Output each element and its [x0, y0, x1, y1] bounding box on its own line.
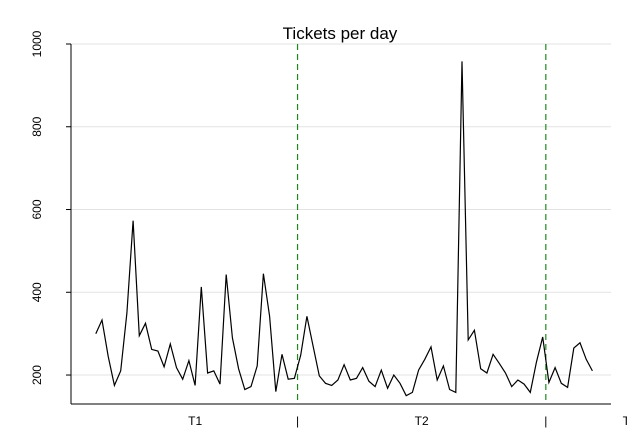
y-tick-label: 600	[30, 199, 44, 219]
x-category-label: T3	[623, 414, 627, 428]
y-axis-ticks: 200 400 600 800 1000	[30, 30, 71, 385]
x-category-label: T2	[415, 414, 429, 428]
y-tick-label: 800	[30, 116, 44, 136]
gridlines	[71, 43, 611, 376]
divider-tick-label: |	[544, 414, 547, 428]
divider-tick-label: |	[296, 414, 299, 428]
x-category-label: T1	[188, 414, 202, 428]
series-layer	[95, 61, 593, 397]
tickets-series-line	[95, 61, 593, 397]
y-tick-label: 200	[30, 365, 44, 385]
y-tick-label: 1000	[30, 30, 44, 57]
x-axis-ticks: | | T1 T2 T3	[188, 414, 627, 428]
y-tick-label: 400	[30, 282, 44, 302]
period-dividers	[296, 44, 547, 404]
chart-title: Tickets per day	[283, 24, 398, 43]
